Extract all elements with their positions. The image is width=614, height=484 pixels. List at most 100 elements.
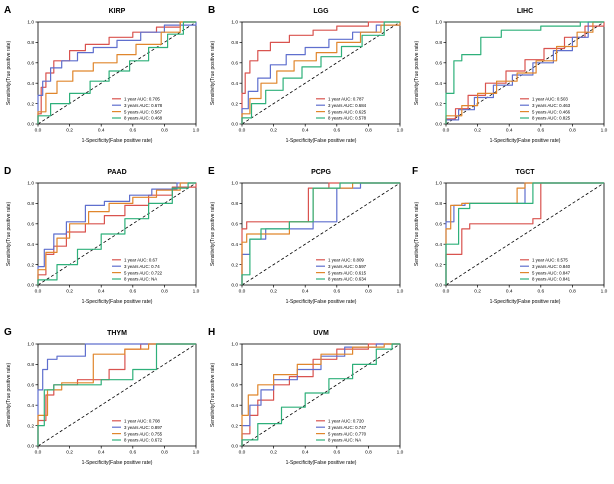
roc-panel-PAAD: D PAAD 0.0 0.2 0.4 0.6 0.8 1.0 0.0 0.2 0.4 0.6 0.8 1.… [0, 161, 204, 322]
y-axis-label: Sensitivity(True positive rate) [210, 41, 216, 106]
y-tick-label: 0.8 [231, 362, 238, 368]
y-tick-label: 1.0 [27, 342, 34, 348]
x-tick-label: 0.4 [98, 289, 105, 295]
panel-title: KIRP [109, 8, 126, 15]
x-tick-label: 0.0 [239, 289, 246, 295]
x-tick-label: 0.2 [270, 128, 277, 134]
roc-curve-5-years [241, 343, 400, 446]
roc-panel-LGG: B LGG 0.0 0.2 0.4 0.6 0.8 1.0 0.0 0.2 0.4 0.6 0.8 1.0… [204, 0, 408, 161]
y-tick-label: 0.6 [27, 222, 34, 228]
x-tick-label: 0.4 [98, 450, 105, 456]
roc-curve-8-years [37, 21, 196, 124]
roc-curve-5-years [445, 21, 604, 124]
roc-plot-LGG: B LGG 0.0 0.2 0.4 0.6 0.8 1.0 0.0 0.2 0.4 0.6 0.8 1.0… [208, 5, 404, 144]
panel-letter: A [4, 5, 11, 16]
x-tick-label: 0.6 [537, 289, 544, 295]
roc-plot-THYM: G THYM 0.0 0.2 0.4 0.6 0.8 1.0 0.0 0.2 0.4 0.6 0.8 1.… [4, 327, 200, 466]
y-tick-label: 0.8 [435, 40, 442, 46]
x-tick-label: 0.6 [537, 128, 544, 134]
x-tick-label: 0.0 [35, 289, 42, 295]
x-axis-label: 1-Specificity(False positive rate) [82, 460, 153, 466]
x-axis-label: 1-Specificity(False positive rate) [286, 138, 357, 144]
legend-label: 8 years AUC: 0.672 [124, 438, 163, 443]
legend-label: 5 years AUC: 0.722 [124, 270, 163, 275]
y-tick-label: 0.0 [231, 444, 238, 450]
roc-curve-3-years [445, 21, 604, 124]
legend-label: 8 years AUC: 0.578 [328, 116, 367, 121]
x-tick-label: 0.6 [129, 289, 136, 295]
x-tick-label: 1.0 [397, 128, 404, 134]
y-tick-label: 0.0 [27, 283, 34, 289]
panel-letter: E [208, 166, 215, 177]
x-tick-label: 0.2 [66, 128, 73, 134]
legend-label: 8 years AUC: 0.468 [124, 116, 163, 121]
legend-label: 3 years AUC: 0.897 [124, 425, 163, 430]
legend-label: 5 years AUC: 0.847 [532, 270, 571, 275]
legend-label: 5 years AUC: 0.770 [328, 431, 367, 436]
x-tick-label: 0.6 [333, 128, 340, 134]
y-tick-label: 0.4 [231, 81, 238, 87]
legend-label: 3 years AUC: 0.747 [328, 425, 367, 430]
panel-letter: B [208, 5, 215, 16]
x-tick-label: 0.4 [506, 289, 513, 295]
x-tick-label: 1.0 [601, 128, 608, 134]
y-tick-label: 0.6 [435, 61, 442, 67]
x-axis-label: 1-Specificity(False positive rate) [286, 299, 357, 305]
reference-diagonal [241, 182, 401, 286]
legend-label: 1 year AUC: 0.705 [124, 97, 160, 102]
roc-curve-8-years [241, 21, 400, 124]
y-tick-label: 0.4 [27, 81, 34, 87]
roc-panel-KIRP: A KIRP 0.0 0.2 0.4 0.6 0.8 1.0 0.0 0.2 0.4 0.6 0.8 1.… [0, 0, 204, 161]
legend-label: 1 year AUC: 0.708 [124, 419, 160, 424]
x-tick-label: 0.6 [129, 450, 136, 456]
y-tick-label: 0.2 [231, 423, 238, 429]
y-tick-label: 0.4 [231, 403, 238, 409]
roc-panel-UVM: H UVM 0.0 0.2 0.4 0.6 0.8 1.0 0.0 0.2 0.4 0.6 0.8 1.0… [204, 322, 408, 483]
legend-label: 3 years AUC: 0.463 [532, 103, 571, 108]
legend-label: 5 years AUC: 0.755 [124, 431, 163, 436]
y-axis-label: Sensitivity(True positive rate) [210, 363, 216, 428]
legend-label: 8 years AUC: 0.634 [328, 277, 367, 282]
y-tick-label: 0.8 [27, 201, 34, 207]
roc-plot-UVM: H UVM 0.0 0.2 0.4 0.6 0.8 1.0 0.0 0.2 0.4 0.6 0.8 1.0… [208, 327, 404, 466]
x-tick-label: 0.8 [569, 289, 576, 295]
panel-title: PCPG [311, 169, 331, 176]
x-axis-label: 1-Specificity(False positive rate) [82, 299, 153, 305]
y-tick-label: 1.0 [435, 181, 442, 187]
x-tick-label: 0.0 [35, 450, 42, 456]
x-tick-label: 0.2 [270, 450, 277, 456]
roc-curve-1-year [445, 182, 604, 285]
roc-curve-1-year [37, 183, 197, 285]
y-tick-label: 0.0 [435, 283, 442, 289]
y-tick-label: 0.2 [231, 101, 238, 107]
y-tick-label: 0.0 [27, 444, 34, 450]
reference-diagonal [445, 182, 605, 286]
roc-curve-3-years [37, 343, 196, 446]
y-tick-label: 1.0 [27, 181, 34, 187]
y-tick-label: 0.6 [27, 383, 34, 389]
x-tick-label: 0.0 [443, 128, 450, 134]
y-axis-label: Sensitivity(True positive rate) [414, 41, 420, 106]
x-tick-label: 0.8 [161, 289, 168, 295]
plot-box [241, 21, 401, 125]
x-tick-label: 0.4 [302, 289, 309, 295]
x-tick-label: 1.0 [601, 289, 608, 295]
plot-box [37, 21, 197, 125]
x-tick-label: 1.0 [193, 450, 200, 456]
x-tick-label: 0.8 [365, 450, 372, 456]
roc-plot-LIHC: C LIHC 0.0 0.2 0.4 0.6 0.8 1.0 0.0 0.2 0.4 0.6 0.8 1.… [412, 5, 608, 144]
panel-title: PAAD [107, 169, 126, 176]
x-axis-label: 1-Specificity(False positive rate) [82, 138, 153, 144]
x-tick-label: 0.0 [239, 450, 246, 456]
roc-curve-3-years [445, 182, 604, 285]
legend-label: 3 years AUC: 0.74 [124, 264, 160, 269]
y-tick-label: 0.4 [435, 81, 442, 87]
roc-curve-3-years [37, 182, 196, 285]
roc-plot-PCPG: E PCPG 0.0 0.2 0.4 0.6 0.8 1.0 0.0 0.2 0.4 0.6 0.8 1.… [208, 166, 404, 305]
roc-panel-LIHC: C LIHC 0.0 0.2 0.4 0.6 0.8 1.0 0.0 0.2 0.4 0.6 0.8 1.… [408, 0, 612, 161]
x-tick-label: 0.6 [333, 450, 340, 456]
roc-plot-PAAD: D PAAD 0.0 0.2 0.4 0.6 0.8 1.0 0.0 0.2 0.4 0.6 0.8 1.… [4, 166, 200, 305]
reference-diagonal [37, 21, 197, 125]
legend-label: 3 years AUC: 0.678 [124, 103, 163, 108]
y-tick-label: 0.6 [435, 222, 442, 228]
